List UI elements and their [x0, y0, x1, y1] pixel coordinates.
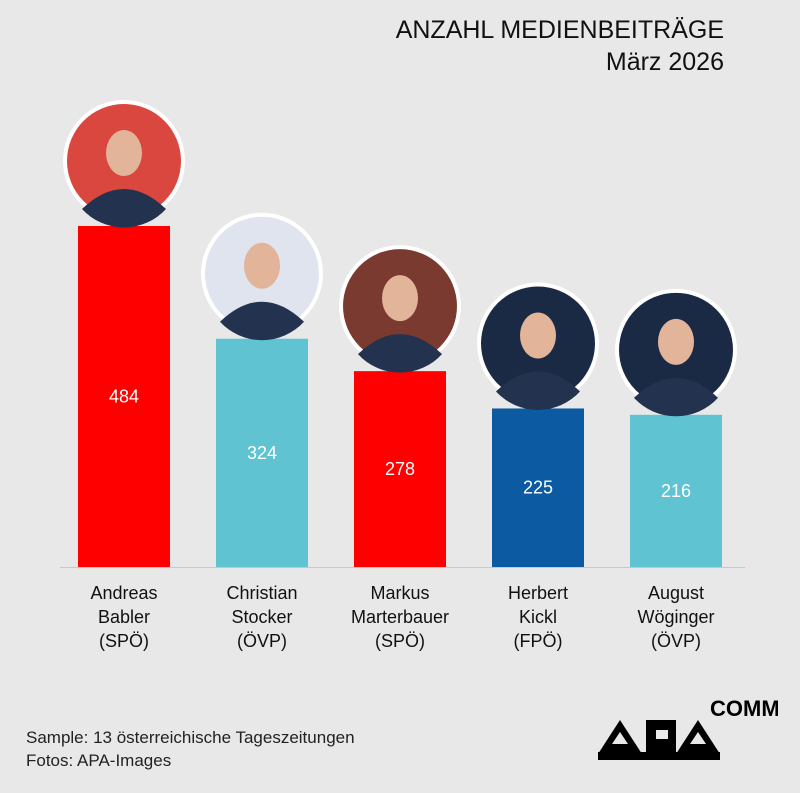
chart-title-block: ANZAHL MEDIENBEITRÄGE März 2026	[396, 14, 724, 78]
source-notes: Sample: 13 österreichische Tageszeitunge…	[26, 726, 355, 772]
category-label: August	[648, 583, 704, 603]
apa-comm-logo: COMM	[598, 696, 778, 760]
category-label: Andreas	[90, 583, 157, 603]
portrait-suit	[220, 301, 304, 341]
portrait-face	[382, 275, 418, 322]
category-label: Marterbauer	[351, 607, 449, 627]
portrait-suit	[634, 377, 718, 417]
portrait-suit	[82, 189, 166, 228]
data-label: 484	[109, 387, 139, 407]
chart-subtitle: März 2026	[605, 48, 724, 76]
portrait-face	[244, 242, 280, 289]
category-label: Christian	[226, 583, 297, 603]
chart-title: ANZAHL MEDIENBEITRÄGE	[395, 16, 724, 44]
portrait-face	[106, 130, 142, 176]
photo-credit: Fotos: APA-Images	[26, 751, 172, 770]
bar	[354, 371, 446, 567]
category-label: (SPÖ)	[375, 631, 425, 651]
category-label: Herbert	[508, 583, 568, 603]
data-label: 324	[247, 443, 277, 463]
bar-chart: 484 Andreas Babler (SPÖ) 324 Christian Stocker…	[60, 100, 745, 651]
data-label: 278	[385, 459, 415, 479]
category-label: (ÖVP)	[237, 631, 287, 651]
category-label: Stocker	[231, 607, 292, 627]
category-label: Babler	[98, 607, 150, 627]
data-label: 216	[661, 481, 691, 501]
portrait-face	[520, 312, 556, 359]
portrait-suit	[496, 371, 580, 410]
bar	[492, 408, 584, 567]
category-label: Markus	[370, 583, 429, 603]
bar	[216, 338, 308, 567]
sample-note: Sample: 13 österreichische Tageszeitunge…	[26, 728, 355, 747]
data-label: 225	[523, 478, 553, 498]
category-label: (FPÖ)	[514, 631, 563, 651]
category-label: (SPÖ)	[99, 631, 149, 651]
svg-text:COMM: COMM	[710, 696, 778, 721]
category-label: (ÖVP)	[651, 631, 701, 651]
bar	[78, 226, 170, 567]
category-label: Wöginger	[637, 607, 714, 627]
bar	[630, 414, 722, 567]
portrait-face	[658, 318, 694, 365]
category-label: Kickl	[519, 607, 557, 627]
portrait-suit	[358, 334, 442, 373]
